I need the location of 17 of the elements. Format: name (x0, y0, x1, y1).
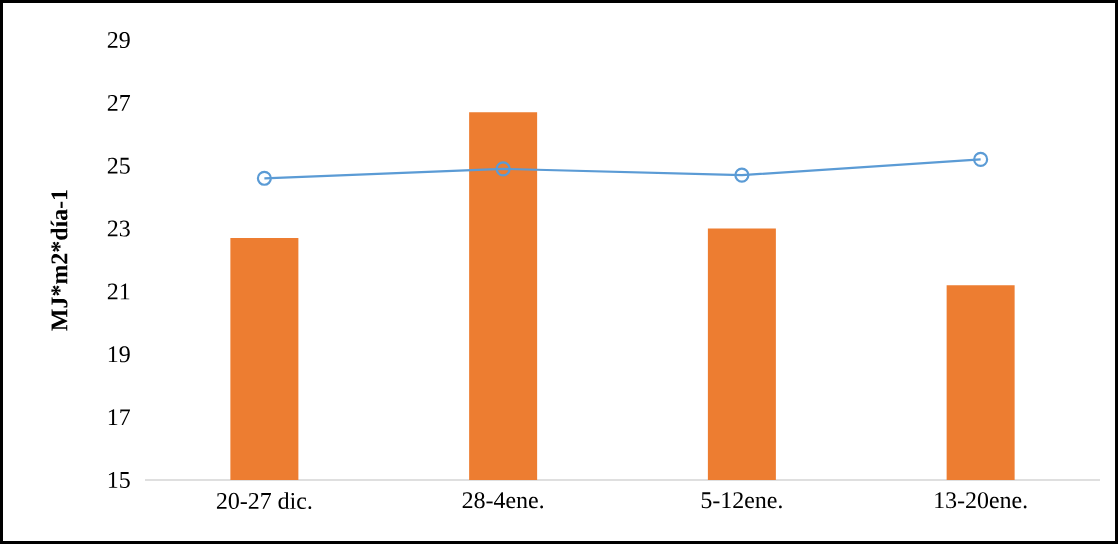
y-tick-label: 15 (108, 471, 130, 489)
x-tick-label: 20-27 dic. (216, 492, 312, 510)
point (256, 170, 272, 186)
x-tick-label: 13-20ene. (935, 492, 1027, 509)
point (495, 161, 511, 177)
x-tick-label: 28-4ene. (462, 492, 544, 509)
y-tick-label: 29 (107, 31, 130, 49)
y-tick-label: 25 (107, 157, 130, 174)
x-tick-label: 5-12ene. (701, 492, 782, 509)
y-axis-title: MJ*m2*día-1 (50, 190, 68, 331)
y-tick-label: 21 (107, 283, 130, 300)
y-tick-label: 17 (108, 409, 131, 426)
point (973, 151, 989, 167)
y-tick-label: 27 (107, 94, 131, 111)
y-tick-label: 23 (107, 220, 130, 237)
point (734, 167, 750, 183)
y-tick-label: 19 (108, 346, 130, 363)
